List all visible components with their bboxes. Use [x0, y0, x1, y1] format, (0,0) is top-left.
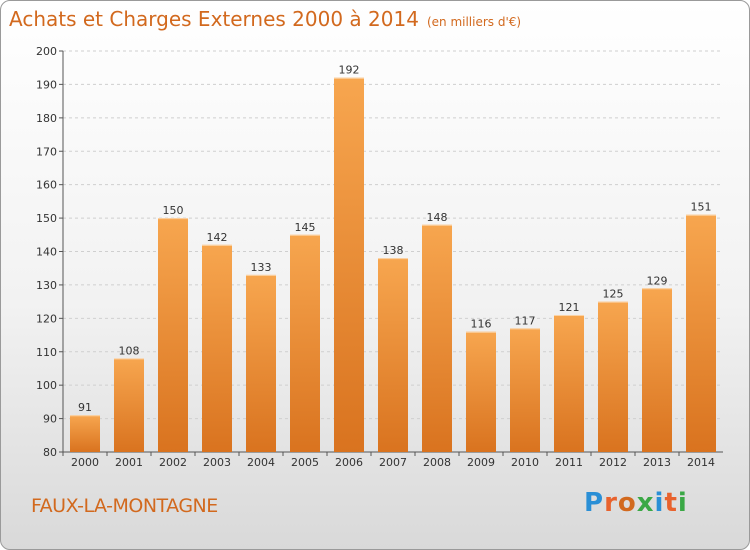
data-label: 108	[119, 344, 140, 357]
x-tick-label: 2005	[291, 456, 319, 469]
x-tick-label: 2012	[599, 456, 627, 469]
logo-letter: i	[654, 488, 665, 518]
bar-2001	[114, 358, 144, 452]
labels: 8090100110120130140150160170180190200912…	[36, 45, 715, 469]
bar-2012	[598, 301, 628, 452]
bar-2004	[246, 274, 276, 452]
data-label: 116	[471, 318, 492, 331]
x-tick-label: 2000	[71, 456, 99, 469]
y-tick-label: 150	[36, 212, 57, 225]
data-label: 91	[78, 401, 92, 414]
data-label: 151	[691, 201, 712, 214]
x-tick-label: 2013	[643, 456, 671, 469]
y-tick-label: 170	[36, 145, 57, 158]
bar-2011	[554, 314, 584, 452]
x-tick-label: 2007	[379, 456, 407, 469]
bar-2002	[158, 218, 188, 452]
y-tick-label: 180	[36, 112, 57, 125]
x-tick-label: 2004	[247, 456, 275, 469]
data-label: 121	[559, 301, 580, 314]
bar-2013	[642, 288, 672, 452]
x-tick-label: 2002	[159, 456, 187, 469]
data-label: 145	[295, 221, 316, 234]
x-tick-label: 2010	[511, 456, 539, 469]
data-label: 192	[339, 64, 360, 77]
y-tick-label: 120	[36, 312, 57, 325]
data-label: 117	[515, 314, 536, 327]
y-tick-label: 90	[43, 413, 57, 426]
data-label: 125	[603, 288, 624, 301]
bar-2003	[202, 244, 232, 452]
bar-2009	[466, 331, 496, 452]
logo-letter: i	[677, 488, 688, 518]
bar-2005	[290, 234, 320, 452]
x-tick-label: 2003	[203, 456, 231, 469]
x-tick-label: 2001	[115, 456, 143, 469]
bar-2006	[334, 77, 364, 452]
x-tick-label: 2008	[423, 456, 451, 469]
y-tick-label: 200	[36, 45, 57, 58]
y-tick-label: 160	[36, 179, 57, 192]
logo-letter: t	[664, 488, 678, 518]
y-tick-label: 80	[43, 446, 57, 459]
logo-letter: o	[617, 488, 637, 518]
logo-letter: x	[636, 488, 655, 518]
bar-2000	[70, 415, 100, 452]
bar-2014	[686, 214, 716, 452]
bar-2010	[510, 328, 540, 452]
bars	[70, 77, 716, 452]
logo-letter: P	[584, 488, 605, 518]
y-tick-label: 190	[36, 78, 57, 91]
x-tick-label: 2011	[555, 456, 583, 469]
y-tick-label: 100	[36, 379, 57, 392]
x-tick-label: 2006	[335, 456, 363, 469]
chart-title: Achats et Charges Externes 2000 à 2014 (e…	[9, 7, 521, 31]
data-label: 133	[251, 261, 272, 274]
data-label: 138	[383, 244, 404, 257]
chart-title-text: Achats et Charges Externes 2000 à 2014	[9, 7, 419, 31]
data-label: 148	[427, 211, 448, 224]
y-tick-label: 110	[36, 346, 57, 359]
y-tick-label: 140	[36, 246, 57, 259]
logo-letter: r	[604, 488, 618, 518]
y-tick-label: 130	[36, 279, 57, 292]
data-label: 150	[163, 204, 184, 217]
chart-subtitle: (en milliers d'€)	[426, 15, 522, 29]
data-label: 142	[207, 231, 228, 244]
proxiti-logo: Proxiti	[584, 488, 688, 518]
x-tick-label: 2014	[687, 456, 715, 469]
x-tick-label: 2009	[467, 456, 495, 469]
location-name: FAUX-LA-MONTAGNE	[31, 495, 218, 517]
bar-2007	[378, 258, 408, 452]
data-label: 129	[647, 274, 668, 287]
bar-2008	[422, 224, 452, 452]
